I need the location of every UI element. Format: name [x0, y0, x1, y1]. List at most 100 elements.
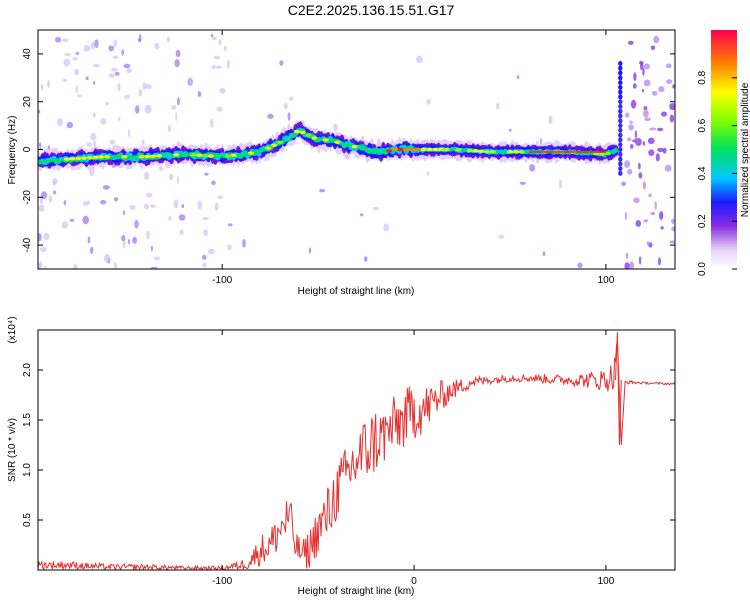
snr-frame	[37, 329, 676, 571]
snr-series-line	[38, 339, 675, 570]
burst-mark	[618, 132, 623, 138]
ridge-peak-mark	[397, 147, 404, 152]
snr-axes: -100 0 100 0.5 1.0 1.5 2.0	[22, 330, 675, 587]
ridge-peak-mark	[224, 154, 231, 158]
noise-mark	[138, 89, 142, 97]
noise-mark	[214, 202, 219, 211]
ridge-peak-mark	[437, 147, 444, 152]
ridge-mark	[155, 157, 161, 160]
noise-mark	[125, 68, 132, 74]
x-tick-label: -100	[212, 576, 232, 587]
ridge-mark	[364, 148, 370, 152]
ridge-peak-mark	[599, 152, 606, 156]
ridge-peak-mark	[426, 147, 433, 152]
ridge-mark	[362, 146, 368, 149]
y-tick-label: 2.0	[22, 363, 33, 377]
noise-mark	[621, 181, 627, 187]
burst-mark	[618, 113, 623, 119]
noise-mark	[108, 45, 115, 52]
noise-mark	[74, 68, 80, 76]
ridge-peak-mark	[104, 155, 111, 159]
noise-mark	[189, 77, 192, 86]
noise-mark	[638, 172, 643, 179]
ridge-peak-mark	[98, 155, 105, 159]
ridge-mark	[251, 149, 257, 153]
noise-mark	[181, 203, 185, 209]
noise-mark	[650, 45, 656, 51]
ridge-mark	[371, 147, 377, 152]
spectrogram-axes: -100 100 -40 -20 0 20 40	[22, 30, 675, 286]
ridge-peak-mark	[443, 147, 450, 152]
burst-mark	[618, 65, 623, 71]
ridge-peak-mark	[201, 154, 208, 158]
noise-mark	[648, 193, 652, 198]
burst-mark	[618, 170, 623, 176]
ridge-mark	[256, 150, 262, 154]
ridge-peak-mark	[391, 147, 398, 152]
burst-mark	[618, 127, 623, 133]
ridge-mark	[212, 156, 218, 159]
ridge-mark	[383, 151, 389, 155]
noise-mark	[627, 40, 634, 45]
ridge-mark	[235, 152, 241, 156]
noise-mark	[662, 147, 667, 154]
noise-mark	[61, 221, 68, 229]
noise-mark	[542, 251, 546, 256]
noise-mark	[61, 38, 69, 42]
noise-mark	[651, 90, 658, 96]
noise-mark	[211, 180, 216, 186]
noise-mark	[39, 142, 42, 150]
noise-mark	[496, 102, 500, 110]
noise-mark	[168, 173, 174, 181]
ridge-mark	[261, 148, 267, 152]
noise-mark	[197, 90, 202, 98]
noise-mark	[548, 115, 553, 124]
y-tick-label: 1.5	[22, 413, 33, 427]
noise-mark	[122, 210, 126, 216]
ridge-mark	[369, 151, 375, 154]
noise-mark	[643, 63, 651, 70]
noise-mark	[658, 257, 661, 266]
ridge-mark	[378, 152, 384, 155]
noise-mark	[227, 244, 232, 251]
noise-mark	[658, 86, 665, 93]
noise-mark	[665, 63, 672, 69]
burst-mark	[618, 89, 623, 95]
ridge-peak-mark	[420, 147, 427, 152]
noise-mark	[90, 246, 94, 255]
ridge-peak-mark	[190, 153, 197, 157]
noise-mark	[143, 172, 150, 180]
noise-mark	[669, 240, 675, 244]
y-tick-label: -20	[22, 190, 33, 205]
noise-mark	[211, 65, 216, 69]
snr-panel: -100 0 100 0.5 1.0 1.5 2.0 (x10⁴) Height of st…	[7, 316, 676, 597]
ridge-peak-mark	[276, 140, 283, 144]
colorbar: 0.0 0.2 0.4 0.6 0.8 Normalized spectral ampl…	[697, 30, 750, 276]
noise-mark	[40, 83, 44, 91]
colorbar-label: Normalized spectral amplitude	[740, 82, 750, 217]
noise-mark	[175, 49, 181, 58]
noise-mark	[75, 85, 79, 93]
ridge-peak-mark	[409, 147, 416, 152]
noise-mark	[118, 117, 121, 121]
burst-mark	[618, 84, 623, 90]
burst-mark	[618, 156, 623, 162]
noise-mark	[100, 118, 107, 125]
ridge-peak-mark	[155, 154, 162, 158]
noise-mark	[659, 211, 664, 220]
x-tick-label: 100	[598, 576, 615, 587]
ridge-peak-mark	[144, 155, 151, 159]
noise-mark	[82, 201, 90, 206]
noise-mark	[38, 233, 42, 242]
ridge-peak-mark	[81, 156, 87, 160]
y-tick-label: 0	[22, 146, 33, 152]
ridge-mark	[231, 156, 237, 159]
noise-mark	[625, 112, 630, 118]
noise-mark	[644, 117, 651, 121]
y-tick-label: 40	[22, 48, 33, 60]
noise-mark	[153, 256, 160, 261]
noise-mark	[627, 137, 632, 142]
ridge-peak-mark	[63, 157, 70, 161]
